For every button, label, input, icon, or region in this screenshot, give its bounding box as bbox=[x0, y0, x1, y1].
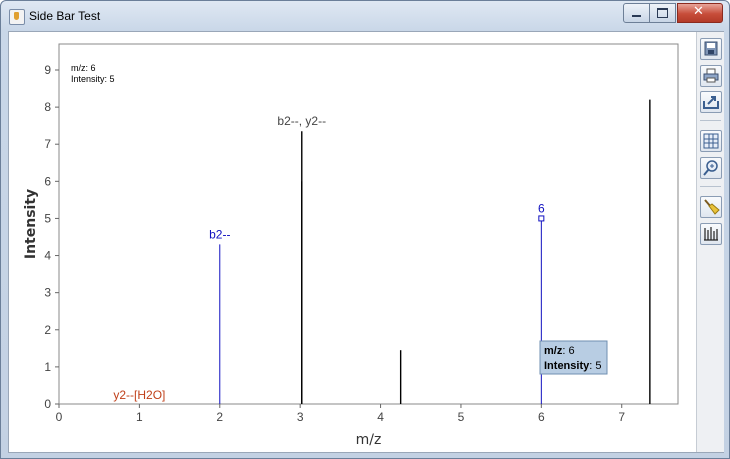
y-axis-label: Intensity bbox=[23, 189, 39, 259]
spectrum-plot[interactable]: 0 1 2 3 4 5 6 7 0 1 2 3 4 5 6 7 8 9 m/z Intensity b2-- b2--,… bbox=[9, 32, 696, 452]
peak-annotation-label: b2-- bbox=[209, 227, 230, 241]
y-tick-label: 4 bbox=[44, 249, 51, 263]
y-tick-label: 5 bbox=[44, 211, 51, 225]
peak-tooltip: m/z: 6 Intensity: 5 bbox=[539, 340, 608, 375]
y-tick-label: 0 bbox=[44, 397, 51, 411]
print-icon bbox=[703, 68, 719, 83]
y-tick-label: 1 bbox=[44, 360, 51, 374]
save-icon bbox=[704, 41, 718, 56]
java-app-icon bbox=[9, 9, 25, 25]
info-intensity-value: 5 bbox=[110, 74, 115, 84]
tooltip-intensity-label: Intensity bbox=[544, 360, 590, 372]
x-axis-label: m/z bbox=[356, 432, 382, 448]
axes: 0 1 2 3 4 5 6 7 0 1 2 3 4 5 6 7 8 9 m/z Intensity bbox=[23, 63, 625, 448]
selected-peak-marker[interactable] bbox=[538, 215, 545, 222]
zoom-icon bbox=[703, 160, 718, 176]
export-button[interactable] bbox=[700, 91, 722, 113]
export-icon bbox=[703, 96, 719, 109]
grid-button[interactable] bbox=[700, 130, 722, 152]
y-tick-label: 9 bbox=[44, 63, 51, 77]
selected-peak-info: m/z: 6 Intensity: 5 bbox=[71, 63, 115, 84]
clear-button[interactable] bbox=[700, 196, 722, 218]
side-toolbar bbox=[696, 32, 724, 452]
close-button[interactable] bbox=[677, 3, 723, 23]
svg-text:Intensity: 5: Intensity: 5 bbox=[71, 74, 115, 84]
svg-text:Intensity: 5: Intensity: 5 bbox=[544, 360, 601, 372]
svg-text:m/z: 6: m/z: 6 bbox=[71, 63, 96, 73]
svg-text:m/z: 6: m/z: 6 bbox=[544, 345, 575, 357]
x-tick-label: 1 bbox=[136, 410, 143, 424]
title-bar[interactable]: Side Bar Test bbox=[1, 1, 729, 31]
y-tick-label: 3 bbox=[44, 286, 51, 300]
x-tick-label: 4 bbox=[377, 410, 384, 424]
y-tick-label: 8 bbox=[44, 100, 51, 114]
peak-annotation-label: b2--, y2-- bbox=[277, 114, 326, 128]
tooltip-mz-label: m/z bbox=[544, 345, 563, 357]
tooltip-box bbox=[539, 340, 608, 375]
x-tick-label: 5 bbox=[458, 410, 465, 424]
toolbar-separator bbox=[700, 186, 721, 187]
peak-annotation-label: 6 bbox=[538, 201, 545, 215]
info-mz-value: 6 bbox=[91, 63, 96, 73]
y-tick-label: 2 bbox=[44, 323, 51, 337]
print-button[interactable] bbox=[700, 65, 722, 87]
x-tick-label: 2 bbox=[216, 410, 223, 424]
peak-annotations: b2-- b2--, y2-- 6 y2--[H2O] bbox=[113, 114, 545, 402]
save-button[interactable] bbox=[700, 38, 722, 60]
tooltip-intensity-value: : 5 bbox=[589, 360, 601, 372]
tooltip-mz-value: : 6 bbox=[562, 345, 574, 357]
minimize-button[interactable] bbox=[623, 3, 650, 23]
x-tick-label: 7 bbox=[618, 410, 625, 424]
y-tick-label: 7 bbox=[44, 137, 51, 151]
x-tick-label: 3 bbox=[297, 410, 304, 424]
grid-icon bbox=[703, 133, 719, 149]
window-title: Side Bar Test bbox=[29, 9, 101, 23]
toolbar-separator bbox=[700, 120, 721, 121]
peak-annotation-label: y2--[H2O] bbox=[113, 388, 165, 402]
client-area: 0 1 2 3 4 5 6 7 0 1 2 3 4 5 6 7 8 9 m/z Intensity b2-- b2--,… bbox=[8, 31, 724, 453]
y-tick-label: 6 bbox=[44, 174, 51, 188]
x-tick-label: 0 bbox=[56, 410, 63, 424]
info-mz-label: m/z: bbox=[71, 63, 88, 73]
broom-icon bbox=[704, 199, 720, 215]
peaks-icon bbox=[704, 227, 718, 241]
maximize-button[interactable] bbox=[649, 3, 676, 23]
peaks-button[interactable] bbox=[700, 223, 722, 245]
x-tick-label: 6 bbox=[538, 410, 545, 424]
zoom-button[interactable] bbox=[700, 157, 722, 179]
info-intensity-label: Intensity: bbox=[71, 74, 107, 84]
